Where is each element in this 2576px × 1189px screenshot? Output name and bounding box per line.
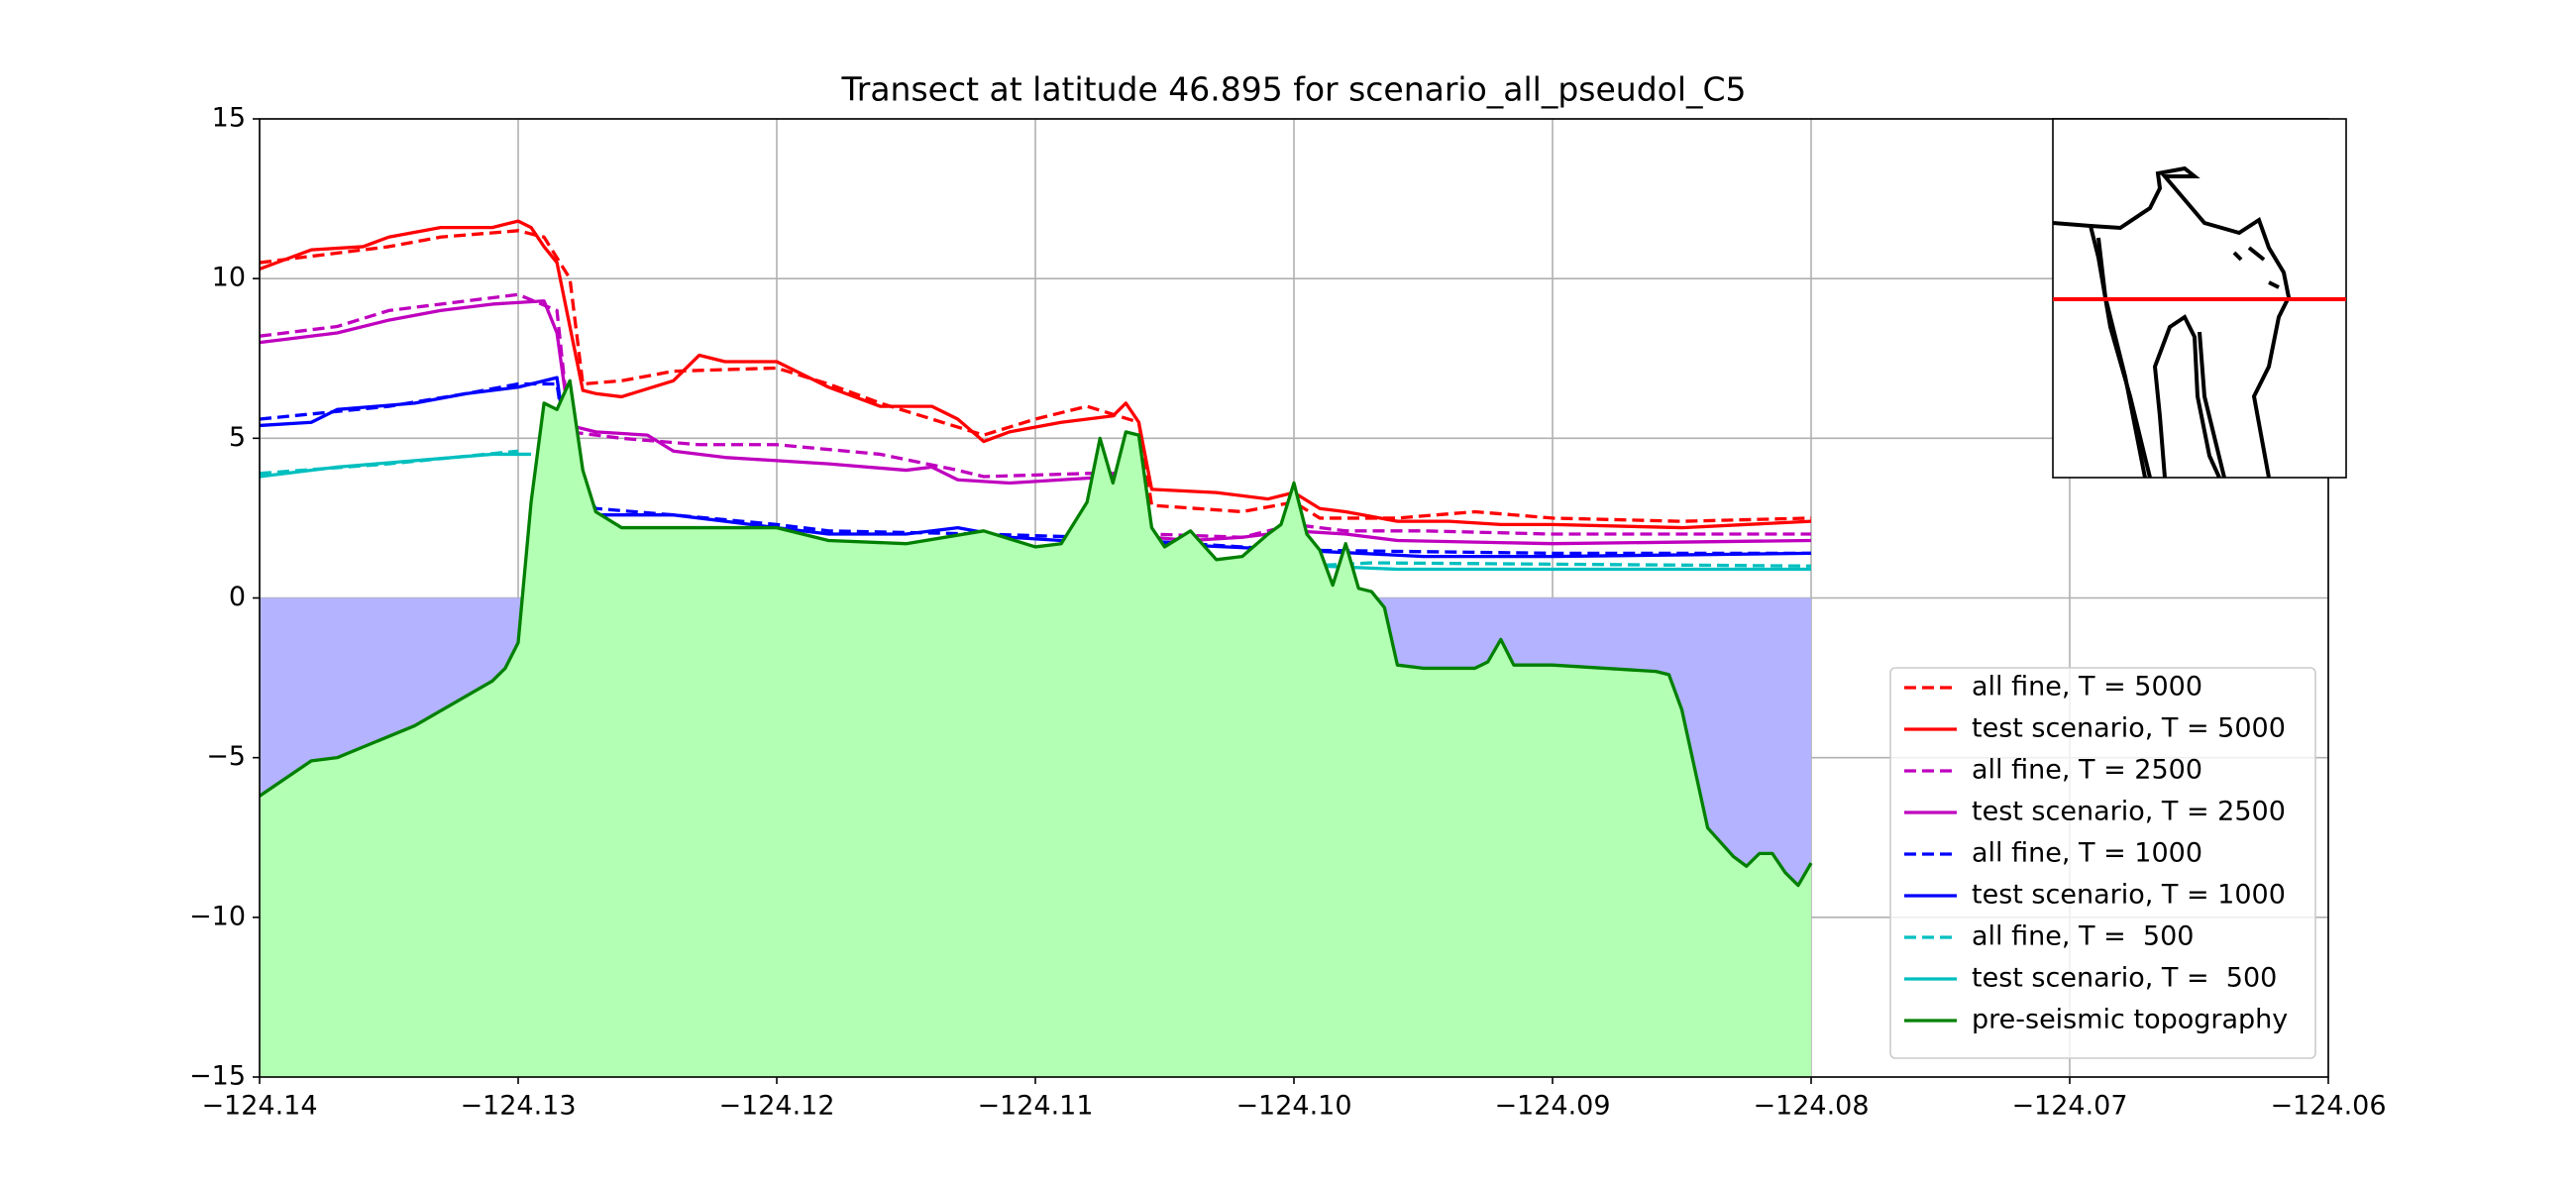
legend-label: all fine, T = 2500	[1972, 755, 2202, 786]
y-tick-label: 0	[229, 582, 246, 612]
legend-label: test scenario, T = 1000	[1972, 880, 2286, 911]
series-line	[259, 378, 1813, 888]
x-tick-label: −124.10	[1235, 1091, 1351, 1122]
y-tick-label: −5	[206, 741, 246, 772]
x-tick-label: −124.12	[718, 1091, 834, 1122]
x-tick-label: −124.06	[2270, 1091, 2386, 1122]
chart-title: Transect at latitude 46.895 for scenario…	[840, 70, 1746, 109]
y-tick-label: 10	[212, 263, 246, 293]
land-fill	[260, 380, 1811, 1077]
legend-box	[1889, 667, 2316, 1059]
x-tick-label: −124.07	[2011, 1091, 2127, 1122]
y-tick-label: −10	[189, 901, 246, 931]
legend-label: test scenario, T = 5000	[1972, 713, 2286, 744]
x-tick-label: −124.11	[977, 1091, 1093, 1122]
y-tick-label: 15	[212, 103, 246, 134]
x-tick-label: −124.13	[460, 1091, 576, 1122]
legend-label: pre-seismic topography	[1972, 1005, 2288, 1035]
legend-label: test scenario, T = 2500	[1972, 797, 2286, 827]
plot-frame	[259, 118, 2329, 1078]
y-tick-label: −15	[189, 1061, 246, 1092]
series-line	[259, 299, 1812, 546]
x-tick-label: −124.14	[201, 1091, 317, 1122]
x-tick-label: −124.09	[1494, 1091, 1610, 1122]
legend-label: all fine, T = 500	[1972, 921, 2194, 952]
legend-label: test scenario, T = 500	[1972, 963, 2277, 994]
x-tick-label: −124.08	[1753, 1091, 1869, 1122]
legend-label: all fine, T = 1000	[1972, 838, 2202, 869]
series-line	[259, 229, 1812, 523]
water-fill	[260, 380, 1811, 886]
legend-label: all fine, T = 5000	[1972, 672, 2202, 703]
series-line	[259, 292, 1811, 539]
series-line	[259, 219, 1812, 530]
y-tick-label: 5	[229, 422, 246, 453]
